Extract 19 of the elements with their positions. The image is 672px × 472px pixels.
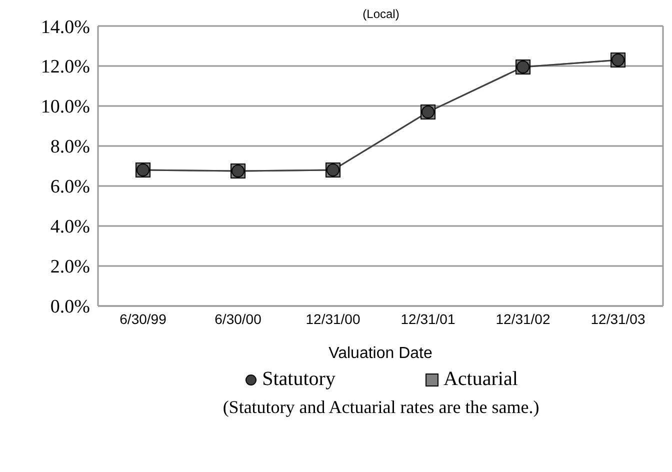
x-axis-title: Valuation Date — [328, 345, 432, 362]
y-tick-label: 4.0% — [50, 216, 90, 238]
chart-title: (Local) — [362, 7, 400, 21]
y-tick-label: 6.0% — [50, 176, 90, 198]
x-tick-label: 12/31/03 — [590, 310, 646, 327]
y-tick-label: 14.0% — [40, 16, 90, 38]
y-tick-label: 10.0% — [40, 96, 90, 118]
x-tick-label: 12/31/01 — [400, 310, 456, 327]
x-tick-label: 12/31/02 — [496, 310, 550, 327]
y-tick-label: 8.0% — [50, 136, 90, 158]
x-tick-label: 6/30/00 — [214, 310, 262, 327]
text: (Statutory and Actuarial rates are the same.) — [222, 397, 540, 418]
legend-label: Actuarial — [443, 368, 518, 391]
y-tick-label: 0.0% — [50, 296, 90, 318]
legend-label: Statutory — [262, 368, 336, 391]
y-tick-label: 2.0% — [50, 256, 90, 278]
x-tick-label: 6/30/99 — [120, 310, 167, 327]
x-tick-label: 12/31/00 — [306, 310, 360, 327]
y-tick-label: 12.0% — [40, 56, 90, 78]
